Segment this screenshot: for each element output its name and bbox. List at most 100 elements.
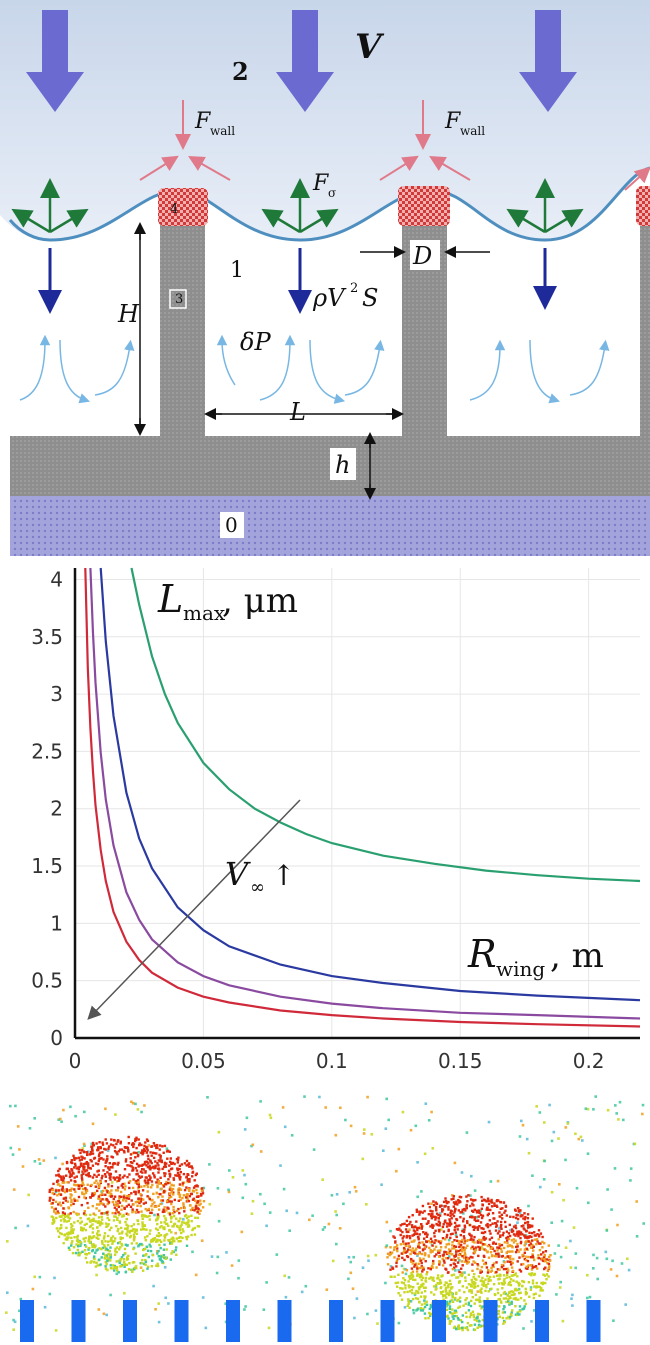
droplet-particle: [531, 1266, 534, 1269]
droplet-particle: [452, 1273, 456, 1276]
droplet-particle: [123, 1168, 127, 1171]
droplet-particle: [135, 1169, 139, 1172]
droplet-particle: [99, 1221, 102, 1224]
droplet-particle: [472, 1247, 476, 1251]
droplet-particle: [442, 1223, 445, 1226]
svg-text:D: D: [412, 242, 432, 270]
particle: [352, 1255, 355, 1259]
particle: [588, 1295, 592, 1299]
droplet-particle: [177, 1189, 180, 1193]
droplet-particle: [160, 1225, 163, 1228]
droplet-particle: [157, 1249, 160, 1253]
droplet-particle: [546, 1261, 549, 1265]
droplet-particle: [535, 1242, 538, 1246]
droplet-particle: [97, 1220, 100, 1223]
droplet-particle: [405, 1269, 409, 1272]
droplet-particle: [185, 1186, 188, 1189]
droplet-particle: [65, 1226, 68, 1230]
droplet-particle: [59, 1219, 63, 1222]
droplet-particle: [531, 1243, 534, 1247]
droplet-particle: [490, 1198, 493, 1202]
droplet-particle: [435, 1212, 439, 1215]
droplet-particle: [104, 1265, 107, 1268]
droplet-particle: [124, 1243, 127, 1246]
droplet-particle: [60, 1215, 63, 1218]
droplet-particle: [120, 1256, 124, 1259]
droplet-particle: [117, 1200, 120, 1203]
pillar-1: [20, 1300, 34, 1342]
droplet-particle: [150, 1186, 153, 1189]
particle: [384, 1245, 388, 1249]
droplet-particle: [126, 1230, 129, 1233]
droplet-particle: [149, 1245, 152, 1248]
droplet-particle: [464, 1276, 467, 1279]
droplet-particle: [132, 1233, 136, 1236]
droplet-particle: [480, 1287, 483, 1290]
droplet-particle: [77, 1171, 80, 1174]
droplet-particle: [60, 1188, 64, 1191]
droplet-particle: [108, 1228, 111, 1232]
particle: [243, 1173, 246, 1177]
droplet-particle: [168, 1150, 171, 1153]
droplet-particle: [447, 1228, 450, 1231]
droplet-particle: [109, 1192, 112, 1195]
droplet-particle: [101, 1141, 104, 1144]
droplet-particle: [445, 1243, 448, 1246]
droplet-particle: [512, 1225, 516, 1228]
droplet-particle: [84, 1170, 87, 1173]
particle: [559, 1280, 562, 1284]
droplet-particle: [460, 1247, 464, 1251]
droplet-particle: [524, 1290, 528, 1294]
y-axis-label: L max , μm: [157, 577, 298, 625]
droplet-particle: [460, 1240, 463, 1243]
droplet-particle: [202, 1200, 206, 1203]
droplet-particle: [170, 1231, 173, 1234]
droplet-particle: [156, 1228, 159, 1232]
droplet-particle: [493, 1222, 497, 1225]
droplet-particle: [119, 1177, 122, 1180]
droplet-particle: [182, 1202, 185, 1205]
droplet-particle: [165, 1180, 168, 1184]
droplet-particle: [452, 1317, 455, 1320]
particle: [344, 1118, 347, 1122]
droplet-particle: [423, 1312, 427, 1315]
droplet-particle: [420, 1291, 423, 1294]
droplet-particle: [472, 1238, 475, 1242]
droplet-particle: [441, 1274, 444, 1277]
droplet-particle: [167, 1169, 171, 1173]
droplet-particle: [446, 1251, 449, 1255]
particle: [400, 1264, 404, 1268]
droplet-particle: [199, 1199, 202, 1202]
droplet-particle: [105, 1197, 108, 1201]
droplet-particle: [107, 1147, 110, 1150]
droplet-particle: [155, 1181, 158, 1184]
droplet-particle: [62, 1177, 65, 1180]
droplet-particle: [459, 1216, 462, 1219]
droplet-particle: [415, 1265, 419, 1268]
droplet-particle: [93, 1255, 96, 1258]
droplet-particle: [461, 1328, 464, 1332]
droplet-particle: [532, 1296, 536, 1300]
droplet-particle: [442, 1230, 446, 1233]
droplet-particle: [498, 1211, 501, 1214]
droplet-particle: [57, 1235, 61, 1238]
particle: [167, 1302, 170, 1305]
droplet-particle: [98, 1247, 101, 1250]
droplet-particle: [163, 1221, 166, 1224]
droplet-particle: [529, 1256, 533, 1259]
droplet-particle: [476, 1263, 479, 1266]
droplet-particle: [535, 1238, 539, 1241]
droplet-particle: [163, 1163, 167, 1166]
droplet-particle: [486, 1208, 490, 1211]
droplet-particle: [455, 1311, 458, 1314]
droplet-particle: [514, 1272, 517, 1275]
droplet-particle: [449, 1233, 453, 1236]
droplet-particle: [124, 1227, 127, 1230]
droplet-particle: [163, 1227, 166, 1231]
particle: [330, 1194, 334, 1197]
y-tick-label-7: 3.5: [31, 625, 63, 649]
droplet-particle: [481, 1203, 484, 1206]
particle: [38, 1275, 42, 1279]
droplet-particle: [81, 1191, 84, 1194]
droplet-particle: [520, 1263, 523, 1266]
